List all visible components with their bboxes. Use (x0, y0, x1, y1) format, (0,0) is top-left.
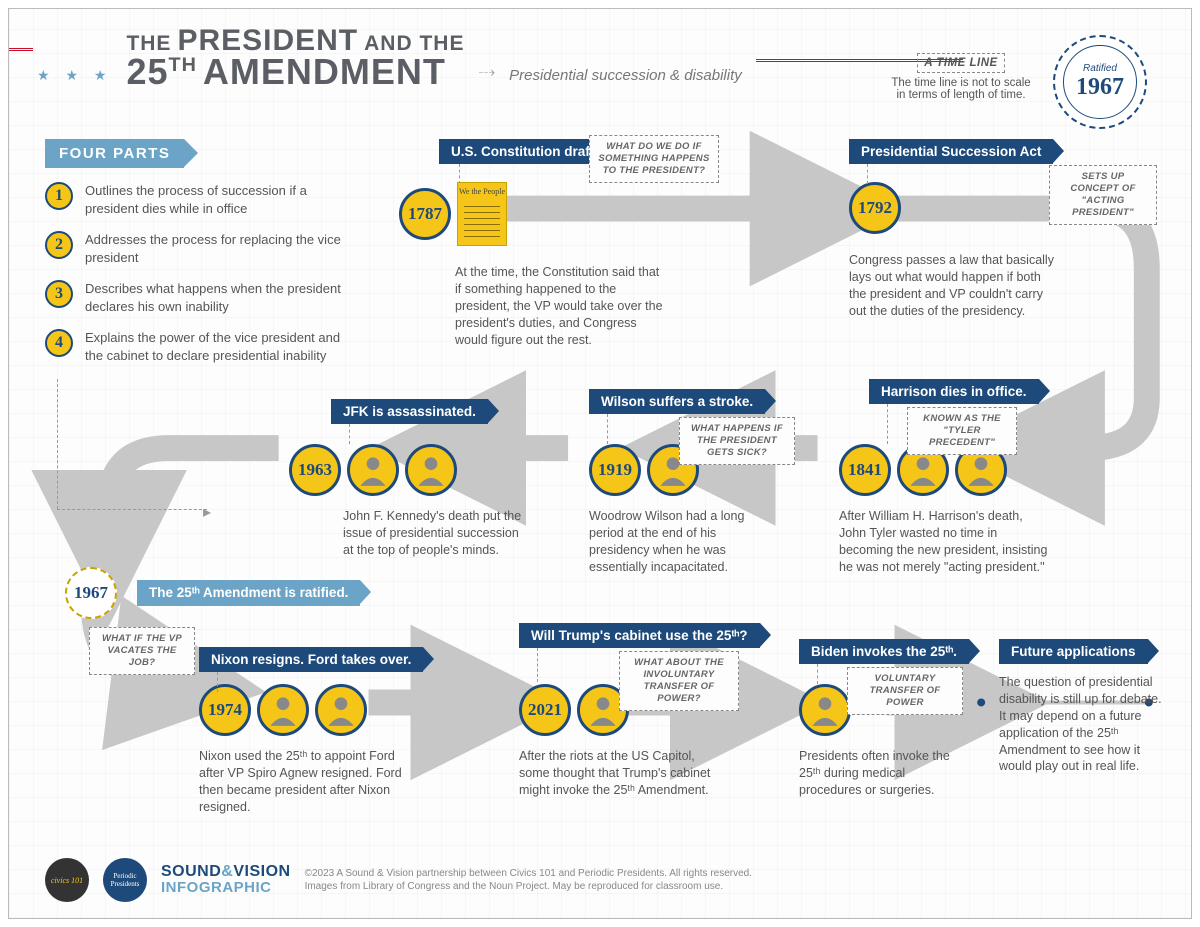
portrait-lbj (405, 444, 457, 496)
event-future: Future applications The question of pres… (999, 639, 1169, 775)
constitution-icon: We the People (457, 182, 507, 246)
copyright: ©2023 A Sound & Vision partnership betwe… (305, 867, 752, 893)
periodic-logo: Periodic Presidents (103, 858, 147, 902)
year-badge: 1787 (399, 188, 451, 240)
timeline-note: A TIME LINE The time line is not to scal… (891, 53, 1031, 101)
subtitle: Presidential succession & disability (509, 67, 742, 84)
event-flag: JFK is assassinated. (331, 399, 488, 424)
part-num: 4 (45, 329, 73, 357)
speech-bubble: KNOWN AS THE "TYLER PRECEDENT" (907, 407, 1017, 455)
portrait-ford (315, 684, 367, 736)
event-desc: The question of presidential disability … (999, 674, 1164, 775)
part-num: 3 (45, 280, 73, 308)
brand-text: SOUND&VISION INFOGRAPHIC (161, 864, 291, 896)
event-1792: Presidential Succession Act 1792 SETS UP… (849, 139, 1149, 320)
event-biden: Biden invokes the 25ᵗʰ. VOLUNTARY TRANSF… (799, 639, 989, 799)
event-1974: WHAT IF THE VP VACATES THE JOB? Nixon re… (199, 647, 459, 816)
event-desc: After the riots at the US Capitol, some … (519, 748, 719, 799)
part-num: 2 (45, 231, 73, 259)
year-badge: 2021 (519, 684, 571, 736)
year-badge: 1841 (839, 444, 891, 496)
speech-bubble: WHAT ABOUT THE INVOLUNTARY TRANSFER OF P… (619, 651, 739, 711)
event-flag: Future applications (999, 639, 1148, 664)
event-1919: Wilson suffers a stroke. WHAT HAPPENS IF… (589, 389, 819, 576)
subtitle-arrow: ⤏ (478, 64, 495, 82)
year-badge: 1792 (849, 182, 901, 234)
dash-line (867, 164, 868, 184)
event-1967: 1967 The 25ᵗʰ Amendment is ratified. (65, 567, 360, 619)
part-num: 1 (45, 182, 73, 210)
event-flag: Biden invokes the 25ᵗʰ. (799, 639, 969, 664)
dash-line (217, 672, 218, 692)
timeline-note-body: The time line is not to scale in terms o… (891, 77, 1031, 101)
part-text: Explains the power of the vice president… (85, 329, 355, 364)
event-flag: Wilson suffers a stroke. (589, 389, 765, 414)
timeline-note-head: A TIME LINE (917, 53, 1004, 73)
event-flag: The 25ᵗʰ Amendment is ratified. (137, 580, 360, 606)
event-desc: Nixon used the 25ᵗʰ to appoint Ford afte… (199, 748, 409, 816)
event-desc: Woodrow Wilson had a long period at the … (589, 508, 779, 576)
dash-line (817, 664, 818, 684)
event-1963: JFK is assassinated. 1963 John F. Kenned… (289, 399, 519, 559)
event-flag: Harrison dies in office. (869, 379, 1039, 404)
portrait-nixon (257, 684, 309, 736)
part-text: Describes what happens when the presiden… (85, 280, 355, 315)
footer: civics 101 Periodic Presidents SOUND&VIS… (45, 858, 1155, 902)
speech-bubble: WHAT IF THE VP VACATES THE JOB? (89, 627, 195, 675)
infographic-frame: ★ ★ ★ THE PRESIDENT AND THE 25TH AMENDME… (8, 8, 1192, 919)
part-2: 2 Addresses the process for replacing the… (45, 231, 355, 266)
badge-label: Ratified (1083, 63, 1117, 74)
part-text: Outlines the process of succession if a … (85, 182, 355, 217)
speech-bubble: VOLUNTARY TRANSFER OF POWER (847, 667, 963, 715)
dash-line (57, 379, 58, 509)
dash-line (887, 404, 888, 444)
year-badge: 1919 (589, 444, 641, 496)
part-1: 1 Outlines the process of succession if a… (45, 182, 355, 217)
dash-line (57, 509, 207, 510)
part-4: 4 Explains the power of the vice presiden… (45, 329, 355, 364)
event-flag: Will Trump's cabinet use the 25ᵗʰ? (519, 623, 760, 648)
event-1787: U.S. Constitution drafted 1787 We the Pe… (399, 139, 689, 348)
event-1841: Harrison dies in office. KNOWN AS THE "T… (839, 379, 1089, 576)
event-desc: Presidents often invoke the 25ᵗʰ during … (799, 748, 969, 799)
event-flag: Presidential Succession Act (849, 139, 1053, 164)
speech-bubble: WHAT DO WE DO IF SOMETHING HAPPENS TO TH… (589, 135, 719, 183)
four-parts-head: FOUR PARTS (45, 139, 184, 168)
event-desc: John F. Kennedy's death put the issue of… (343, 508, 523, 559)
title-25: 25TH (126, 55, 196, 88)
year-badge: 1963 (289, 444, 341, 496)
event-desc: Congress passes a law that basically lay… (849, 252, 1059, 320)
dash-line (349, 424, 350, 444)
year-badge: 1967 (65, 567, 117, 619)
event-2021: Will Trump's cabinet use the 25ᵗʰ? WHAT … (519, 623, 769, 799)
dash-line (537, 648, 538, 682)
speech-bubble: WHAT HAPPENS IF THE PRESIDENT GETS SICK? (679, 417, 795, 465)
stripes-left (9, 47, 33, 51)
main-title: THE PRESIDENT AND THE 25TH AMENDMENT (126, 27, 464, 88)
title-amendment: AMENDMENT (203, 55, 446, 88)
civics-logo: civics 101 (45, 858, 89, 902)
portrait-jfk (347, 444, 399, 496)
ratified-badge: Ratified 1967 (1053, 35, 1147, 129)
speech-bubble: SETS UP CONCEPT OF "ACTING PRESIDENT" (1049, 165, 1157, 225)
event-desc: After William H. Harrison's death, John … (839, 508, 1049, 576)
stars-icon: ★ ★ ★ (37, 67, 112, 84)
dash-line (459, 164, 460, 184)
event-desc: At the time, the Constitution said that … (455, 264, 665, 348)
four-parts-section: FOUR PARTS 1 Outlines the process of succ… (45, 139, 355, 378)
year-badge: 1974 (199, 684, 251, 736)
part-text: Addresses the process for replacing the … (85, 231, 355, 266)
dash-line (607, 414, 608, 444)
dash-arrow-icon: ▸ (203, 502, 211, 522)
badge-year: 1967 (1076, 74, 1124, 101)
event-flag: Nixon resigns. Ford takes over. (199, 647, 423, 672)
portrait-biden (799, 684, 851, 736)
part-3: 3 Describes what happens when the preside… (45, 280, 355, 315)
